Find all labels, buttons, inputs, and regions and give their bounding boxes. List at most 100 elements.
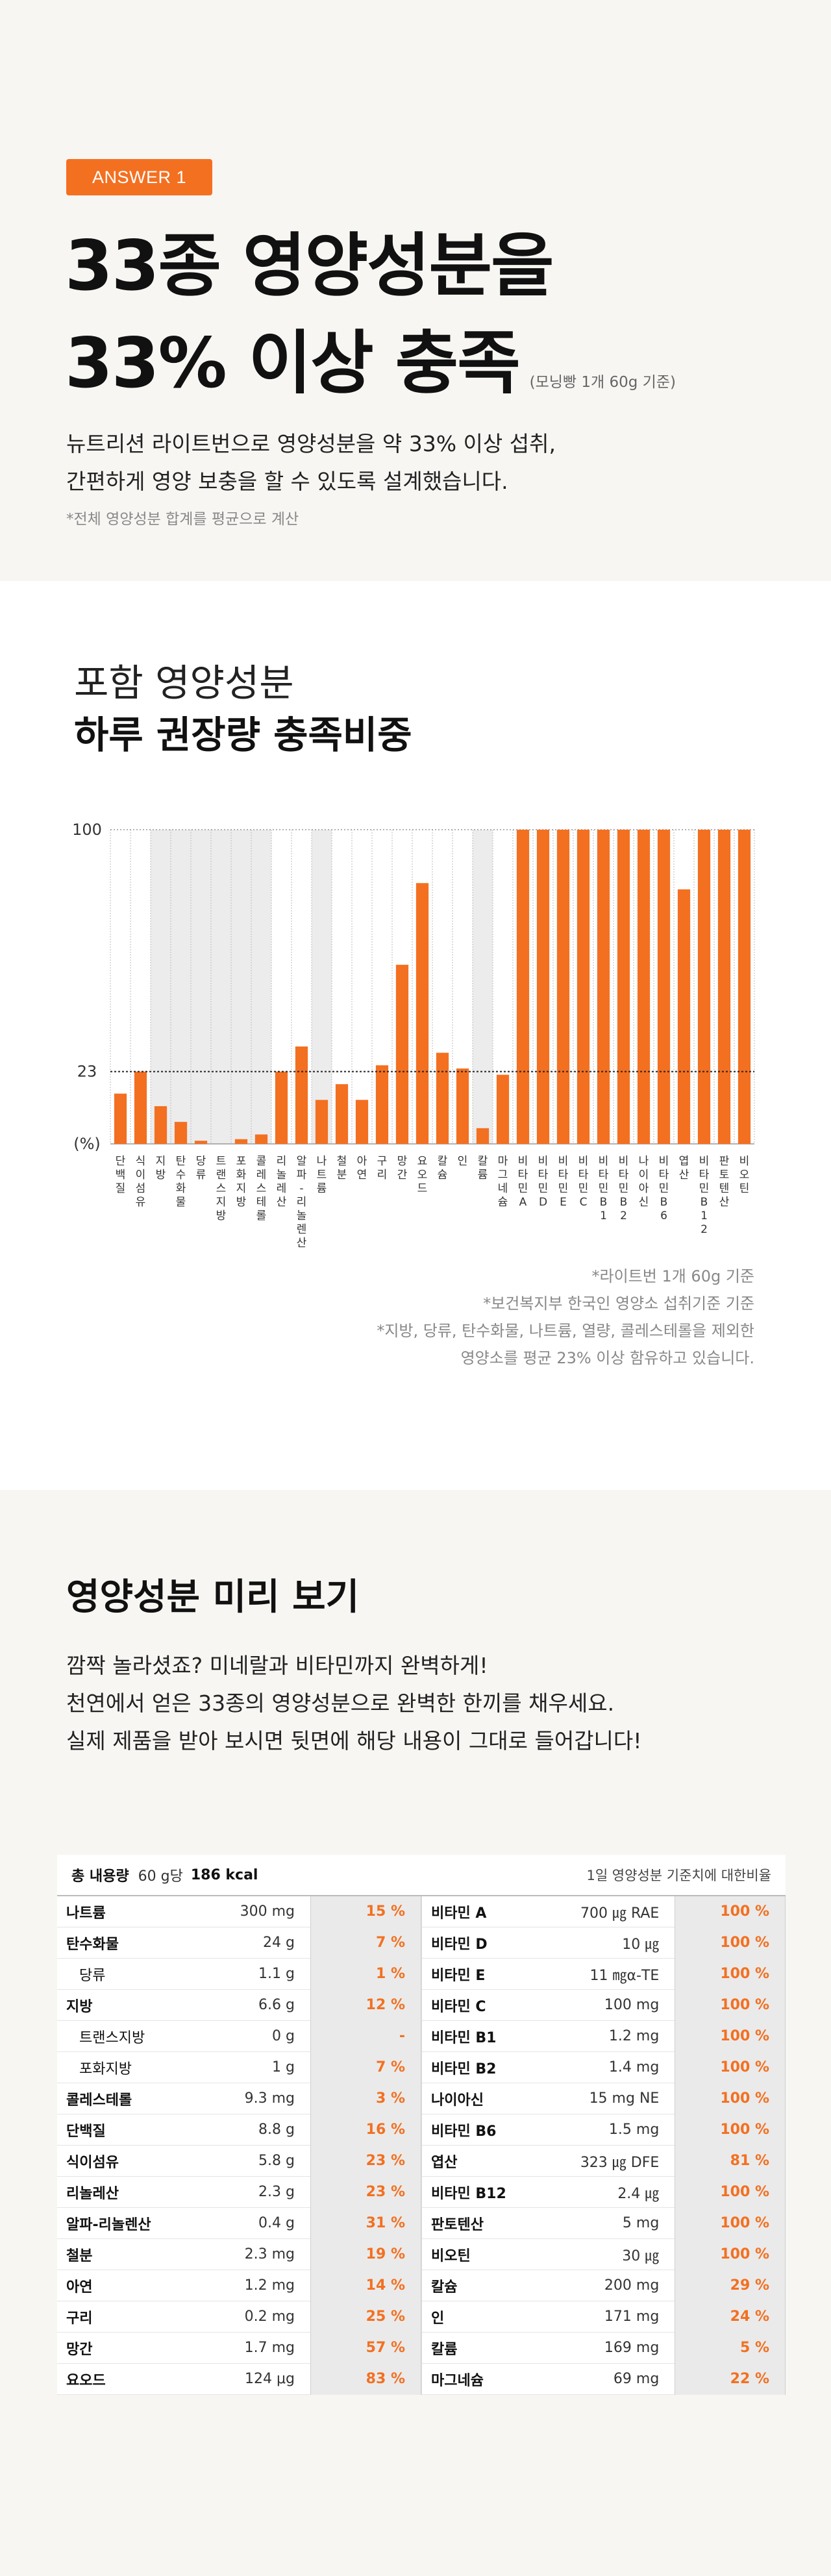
nutrient-amount: 323 ㎍ DFE	[580, 2154, 660, 2171]
nutrient-amount: 69 mg	[613, 2371, 660, 2387]
table-row: 요오드 124 μg 83 %	[57, 2363, 421, 2395]
nutrient-amount: 9.3 mg	[244, 2090, 295, 2107]
table-row: 비타민 D 10 ㎍ 100 %	[422, 1927, 786, 1959]
bar-18	[456, 1068, 469, 1144]
nutrient-amount: 100 mg	[604, 1997, 660, 2013]
table-row: 철분 2.3 mg 19 %	[57, 2238, 421, 2270]
bar-9	[275, 1071, 288, 1144]
nutrient-percent: 29 %	[675, 2270, 786, 2301]
nutrition-table: 총 내용량 60 g당 186 kcal 1일 영양성분 기준치에 대한비율 나…	[57, 1855, 786, 2395]
table-row: 비타민 C 100 mg 100 %	[422, 1989, 786, 2021]
bar-27	[637, 830, 651, 1144]
table-row: 칼슘 200 mg 29 %	[422, 2270, 786, 2301]
bar-1	[114, 1093, 127, 1144]
table-row: 엽산 323 ㎍ DFE 81 %	[422, 2145, 786, 2177]
bar-28	[657, 830, 671, 1144]
table-row: 마그네슘 69 mg 22 %	[422, 2363, 786, 2395]
shaded-column	[231, 830, 251, 1144]
nutrient-name: 판토텐산	[431, 2216, 484, 2233]
nutrient-percent: 100 %	[675, 2176, 786, 2208]
table-row: 알파-리놀렌산 0.4 g 31 %	[57, 2207, 421, 2239]
intro-line2: 간편하게 영양 보충을 할 수 있도록 설계했습니다.	[66, 469, 508, 494]
chart-notes: *라이트번 1개 60g 기준 *보건복지부 한국인 영양소 섭취기준 기준 *…	[377, 1263, 754, 1372]
nutrient-name: 망간	[66, 2341, 93, 2358]
nutrient-amount: 169 mg	[604, 2340, 660, 2356]
nutrient-amount: 1.2 mg	[244, 2277, 295, 2294]
chart-section: 포함 영양성분 하루 권장량 충족비중 100 23 (%) 단 백 질 식 이 섬 유 지 방 탄 수 화…	[0, 581, 831, 1490]
table-row: 탄수화물 24 g 7 %	[57, 1927, 421, 1959]
chart-note: *라이트번 1개 60g 기준	[591, 1267, 755, 1285]
nutrient-name: 구리	[66, 2310, 93, 2327]
intro-text: 뉴트리션 라이트번으로 영양성분을 약 33% 이상 섭취, 간편하게 영양 보…	[66, 425, 556, 501]
shaded-column	[251, 830, 271, 1144]
daily-basis-label: 1일 영양성분 기준치에 대한비율	[586, 1868, 771, 1883]
table-row: 당류 1.1 g 1 %	[57, 1958, 421, 1990]
x-tick-label: 인	[458, 1155, 468, 1168]
nutrient-amount: 24 g	[263, 1935, 295, 1951]
nutrition-column-right: 비타민 A 700 ㎍ RAE 100 % 비타민 D 10 ㎍ 100 % 비타민 E 11…	[421, 1896, 786, 2395]
shaded-column	[473, 830, 493, 1144]
nutrient-amount: 0 g	[272, 2028, 295, 2044]
bar-24	[577, 830, 590, 1144]
table-row: 트랜스지방 0 g-	[57, 2020, 421, 2052]
headline-note: (모닝빵 1개 60g 기준)	[529, 374, 676, 391]
answer-section: ANSWER 1 33종 영양성분을 33% 이상 충족 (모닝빵 1개 60g…	[0, 0, 831, 581]
nutrient-name: 마그네슘	[431, 2372, 484, 2389]
bar-7	[234, 1139, 248, 1144]
table-row: 비타민 B1 1.2 mg 100 %	[422, 2020, 786, 2052]
table-row: 비타민 A 700 ㎍ RAE 100 %	[422, 1896, 786, 1927]
x-tick-label: 알 파 -리 놀 렌 산	[297, 1155, 307, 1250]
preview-text: 깜짝 놀라셨죠? 미네랄과 비타민까지 완벽하게! 천연에서 얻은 33종의 영…	[66, 1647, 642, 1760]
nutrient-name: 식이섬유	[66, 2154, 119, 2171]
nutrient-percent: 100 %	[675, 1958, 786, 1990]
bar-11	[315, 1100, 329, 1144]
nutrient-amount: 10 ㎍	[622, 1936, 660, 1953]
nutrition-table-header: 총 내용량 60 g당 186 kcal 1일 영양성분 기준치에 대한비율	[57, 1855, 786, 1896]
table-row: 식이섬유 5.8 g 23 %	[57, 2145, 421, 2177]
nutrient-amount: 300 mg	[240, 1903, 295, 1920]
bar-5	[194, 1141, 208, 1144]
nutrient-name: 칼슘	[431, 2279, 458, 2296]
y-tick-label: 100	[72, 821, 102, 839]
nutrient-percent: 24 %	[675, 2301, 786, 2333]
nutrient-name: 리놀레산	[66, 2185, 119, 2202]
table-row: 나트륨 300 mg 15 %	[57, 1896, 421, 1927]
bar-14	[375, 1065, 389, 1144]
nutrient-name: 나이아신	[431, 2092, 484, 2109]
table-row: 구리 0.2 mg 25 %	[57, 2301, 421, 2333]
y-tick-label: 23	[77, 1063, 97, 1081]
nutrient-percent: 100 %	[675, 2083, 786, 2114]
table-row: 비타민 B2 1.4 mg 100 %	[422, 2051, 786, 2083]
nutrient-name: 철분	[66, 2248, 93, 2264]
nutrient-name: 지방	[66, 1998, 93, 2015]
nutrient-name: 비타민 D	[431, 1936, 488, 1953]
table-row: 포화지방 1 g 7 %	[57, 2051, 421, 2083]
nutrient-percent: 7 %	[310, 1927, 421, 1959]
bar-3	[154, 1106, 167, 1144]
nutrient-percent: 12 %	[310, 1989, 421, 2021]
shaded-column	[191, 830, 211, 1144]
nutrient-percent: -	[310, 2020, 421, 2052]
nutrient-name: 요오드	[66, 2372, 106, 2389]
preview-line2: 천연에서 얻은 33종의 영양성분으로 완벽한 한끼를 채우세요.	[66, 1690, 615, 1716]
nutrient-name: 알파-리놀렌산	[66, 2216, 151, 2233]
nutrient-percent: 100 %	[675, 2051, 786, 2083]
nutrient-name: 나트륨	[66, 1905, 106, 1922]
bar-15	[395, 965, 409, 1144]
table-row: 단백질 8.8 g 16 %	[57, 2114, 421, 2146]
bar-29	[677, 889, 691, 1144]
intro-footnote: *전체 영양성분 합계를 평균으로 계산	[66, 511, 299, 528]
nutrient-amount: 700 ㎍ RAE	[580, 1905, 660, 1922]
